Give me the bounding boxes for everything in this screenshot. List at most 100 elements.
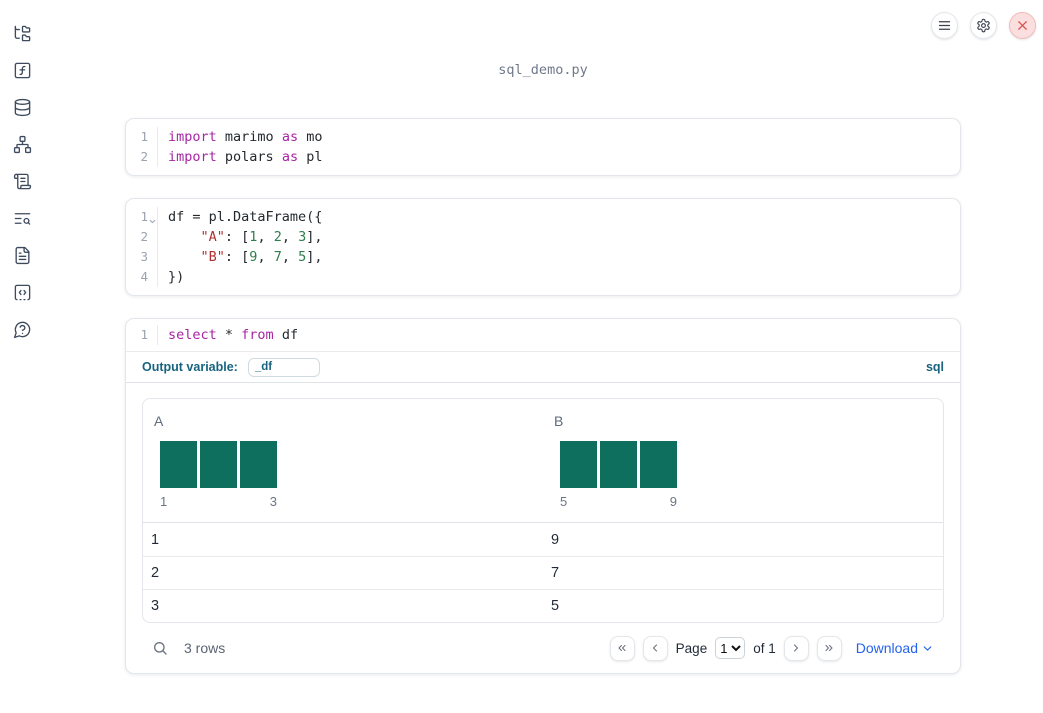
- histogram-bar: [240, 441, 277, 488]
- histogram-min-label: 1: [160, 494, 168, 509]
- code-editor[interactable]: 1 import marimo as mo 2 import polars as pl: [126, 127, 960, 167]
- histogram-bar: [600, 441, 637, 488]
- code-line: 2 import polars as pl: [126, 147, 960, 167]
- line-number: 3: [126, 247, 158, 267]
- histogram-bar: [160, 441, 197, 488]
- notebook-filename[interactable]: sql_demo.py: [498, 62, 588, 78]
- table-cell: 2: [151, 565, 160, 581]
- line-number: 2: [126, 227, 158, 247]
- notebook-menu-button[interactable]: [931, 12, 958, 39]
- code-line: 4}): [126, 267, 960, 287]
- notebook-content: sql_demo.py 1 import marimo as mo 2 import …: [125, 62, 961, 674]
- code-text: import polars as pl: [168, 149, 323, 165]
- table-cell: 3: [151, 598, 160, 614]
- table-footer: 3 rows Page 1 of 1: [142, 623, 944, 673]
- first-page-button[interactable]: [609, 635, 635, 661]
- last-page-button[interactable]: [816, 635, 842, 661]
- shutdown-button[interactable]: [1009, 12, 1036, 39]
- histogram-max-label: 3: [269, 494, 277, 509]
- menu-icon: [938, 21, 951, 30]
- line-number: 2: [126, 147, 158, 167]
- gear-icon: [977, 18, 990, 33]
- code-text: import marimo as mo: [168, 129, 323, 145]
- settings-button[interactable]: [970, 12, 997, 39]
- snippets-icon[interactable]: [13, 283, 32, 302]
- sql-language-badge: sql: [925, 360, 944, 374]
- chevrons-right-icon: [825, 644, 833, 652]
- sql-editor[interactable]: 1 select * from df: [126, 319, 960, 352]
- chevron-down-icon: [923, 645, 932, 651]
- code-text: }): [168, 269, 185, 285]
- histogram-bar: [200, 441, 237, 488]
- chevrons-left-icon: [618, 644, 626, 652]
- documentation-icon[interactable]: [13, 246, 32, 265]
- column-name[interactable]: A: [154, 413, 164, 429]
- code-line: 2 "A": [1, 2, 3],: [126, 227, 960, 247]
- download-label: Download: [855, 640, 918, 656]
- sql-cell-footer: Output variable: sql: [126, 352, 960, 383]
- page-select[interactable]: 1: [715, 637, 746, 659]
- code-line: 3 "B": [9, 7, 5],: [126, 247, 960, 267]
- code-line: 1 df = pl.DataFrame({: [126, 207, 960, 227]
- histogram-min-label: 5: [560, 494, 568, 509]
- sql-cell: 1 select * from df Output variable: sql A…: [125, 318, 961, 674]
- logs-search-icon[interactable]: [13, 209, 32, 228]
- help-icon[interactable]: [13, 320, 32, 339]
- code-text: select * from df: [168, 327, 299, 343]
- output-variable-label: Output variable:: [142, 360, 238, 374]
- column-name[interactable]: B: [554, 413, 564, 429]
- line-number: 1: [126, 207, 158, 227]
- topbar-actions: [931, 12, 1036, 39]
- table-cell: 1: [151, 531, 160, 548]
- row-count: 3 rows: [184, 640, 226, 656]
- pagination: Page 1 of 1: [609, 635, 842, 661]
- main-area: sql_demo.py 1 import marimo as mo 2 import …: [44, 0, 1043, 713]
- table-cell: 7: [551, 565, 560, 581]
- line-number: 4: [126, 267, 158, 287]
- dependency-graph-icon[interactable]: [13, 135, 32, 154]
- histogram-max-label: 9: [669, 494, 677, 509]
- page-label: Page: [675, 640, 708, 656]
- code-cell-imports: 1 import marimo as mo 2 import polars as pl: [125, 118, 961, 176]
- fold-chevron-icon[interactable]: [148, 212, 157, 232]
- code-line: 1 select * from df: [126, 325, 960, 345]
- page-total-label: of 1: [753, 640, 776, 656]
- data-sources-icon[interactable]: [13, 98, 32, 117]
- code-cell-dataframe: 1 df = pl.DataFrame({2 "A": [1, 2, 3], 3 "…: [125, 198, 961, 296]
- chevron-right-icon: [794, 644, 799, 652]
- histogram-bar: [640, 441, 677, 488]
- download-button[interactable]: Download: [856, 640, 934, 656]
- search-icon[interactable]: [152, 640, 168, 656]
- file-explorer-icon[interactable]: [13, 24, 32, 43]
- scratchpad-scroll-icon[interactable]: [13, 172, 32, 191]
- next-page-button[interactable]: [783, 635, 809, 661]
- chevron-left-icon: [653, 644, 658, 652]
- code-editor[interactable]: 1 df = pl.DataFrame({2 "A": [1, 2, 3], 3 "…: [126, 207, 960, 287]
- line-number: 1: [126, 127, 158, 147]
- line-number: 1: [126, 325, 158, 345]
- histogram-bar: [560, 441, 597, 488]
- code-text: "A": [1, 2, 3],: [200, 229, 323, 245]
- table-cell: 5: [551, 598, 560, 614]
- output-variable-input[interactable]: [247, 357, 320, 377]
- close-icon: [1018, 21, 1027, 30]
- code-text: "B": [9, 7, 5],: [200, 249, 323, 265]
- column-histogram: [560, 441, 943, 488]
- sidebar: [0, 0, 44, 713]
- functions-icon[interactable]: [13, 61, 32, 80]
- column-histogram: [160, 441, 543, 488]
- code-text: df = pl.DataFrame({: [168, 209, 323, 225]
- prev-page-button[interactable]: [642, 635, 668, 661]
- table-cell: 9: [551, 531, 560, 548]
